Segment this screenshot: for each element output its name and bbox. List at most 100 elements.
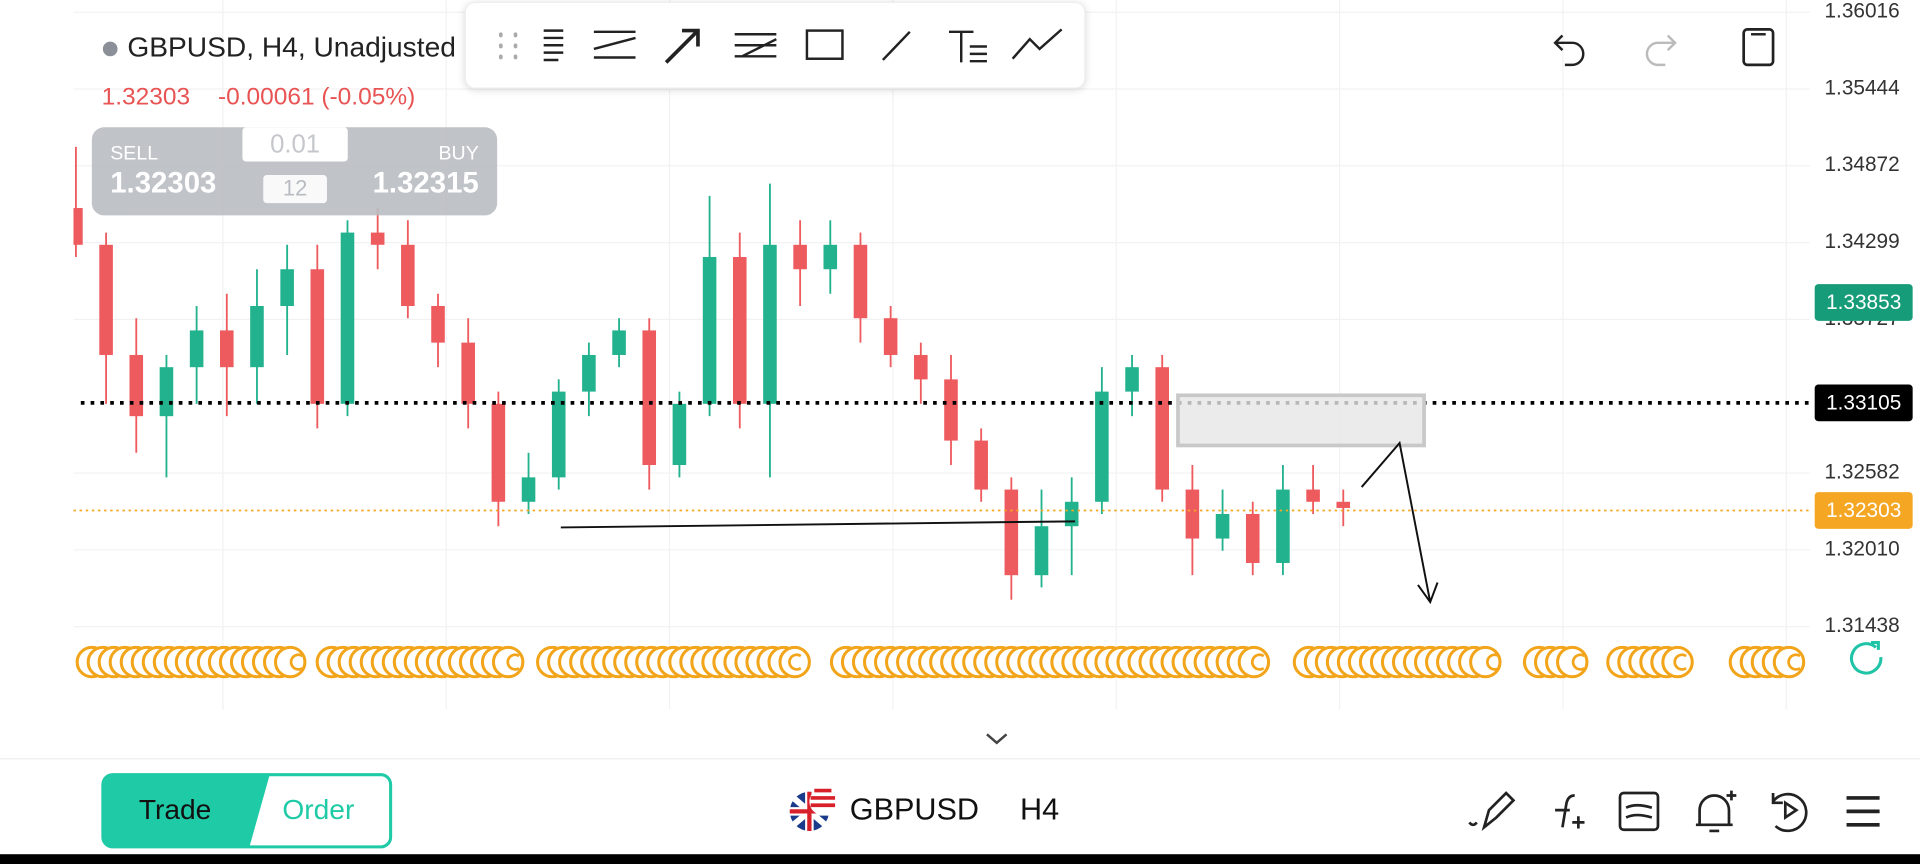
candle-body	[1306, 489, 1320, 502]
candle-body	[944, 379, 958, 441]
replay-button[interactable]	[1771, 792, 1808, 833]
drawings	[560, 393, 1439, 605]
redo-button[interactable]	[1645, 34, 1677, 67]
event-icon	[1469, 645, 1502, 679]
event-icon-glyph	[289, 653, 304, 671]
undo-button[interactable]	[1553, 34, 1585, 67]
tool-arrow[interactable]	[664, 28, 700, 64]
trade-panel: SELL 1.32303 BUY 1.32315 0.01 12	[91, 127, 498, 216]
candle-body	[401, 244, 415, 306]
trade-tab-bg[interactable]	[102, 775, 270, 846]
candle-body	[732, 257, 747, 404]
candle-body	[582, 354, 596, 392]
tool-channel[interactable]	[593, 30, 636, 59]
event-icon-glyph	[506, 653, 520, 671]
price-tick-label: 1.34299	[1824, 230, 1899, 253]
sell-label[interactable]: SELL	[110, 142, 158, 164]
candle-body	[99, 244, 113, 355]
support-line	[560, 520, 1076, 529]
candle-body	[1185, 489, 1200, 539]
candle-body	[702, 257, 717, 404]
reset-view-button[interactable]	[1849, 642, 1883, 675]
candle-body	[189, 330, 204, 368]
sell-price[interactable]: 1.32303	[110, 167, 216, 200]
candle-body	[370, 232, 385, 245]
candle-body	[340, 232, 355, 404]
event-icon-glyph	[1673, 653, 1687, 671]
candle-body	[159, 367, 174, 417]
template-icon	[1625, 803, 1653, 819]
candle-body	[823, 244, 838, 270]
candle-body	[1276, 489, 1290, 563]
candles	[73, 146, 1810, 600]
order-tab[interactable]: Order	[282, 794, 354, 825]
buy-label[interactable]: BUY	[438, 142, 478, 164]
candle-body	[461, 342, 475, 404]
candle-body	[914, 354, 928, 380]
price-tick-label: 1.34872	[1824, 153, 1899, 176]
menu-button[interactable]	[1846, 796, 1880, 827]
candle-body	[974, 440, 988, 490]
draw-button[interactable]	[1468, 791, 1516, 831]
price-tick-label: 1.32582	[1824, 461, 1899, 484]
axis-fade	[915, 719, 1088, 752]
candle-body	[280, 269, 294, 306]
candle-body	[853, 244, 868, 319]
price-tick-label: 1.32010	[1824, 537, 1899, 560]
price-tick-label: 1.35444	[1824, 77, 1899, 100]
price-badge	[1814, 492, 1913, 529]
indicator-button[interactable]	[1555, 794, 1585, 829]
status-dot	[102, 41, 118, 57]
template-button[interactable]	[1618, 791, 1660, 832]
orientation-button[interactable]	[1742, 28, 1775, 67]
candle-body	[521, 477, 536, 502]
price-badge-label: 1.32303	[1826, 499, 1901, 522]
projection-path	[1360, 440, 1432, 603]
candle-body	[793, 244, 807, 270]
candle-body	[491, 403, 506, 502]
candle-body	[1034, 526, 1049, 576]
event-icon	[1237, 645, 1271, 679]
tool-pitchfork[interactable]	[734, 33, 777, 58]
price-axis: 1.360161.354441.348721.342991.337271.325…	[1814, 0, 1913, 637]
price-badge	[1814, 284, 1913, 321]
candle-body	[1004, 489, 1019, 576]
spread-box	[263, 175, 327, 204]
volume-value[interactable]: 0.01	[270, 130, 320, 158]
candle-body	[763, 244, 777, 404]
candle-body	[1064, 501, 1079, 527]
candle-body	[250, 305, 264, 368]
footer-timeframe[interactable]: H4	[1020, 792, 1059, 826]
event-icon-glyph	[1486, 653, 1500, 671]
tool-fib[interactable]	[543, 29, 564, 62]
candle-body	[1245, 513, 1260, 563]
arrow-head	[1417, 582, 1439, 605]
last-price: 1.32303	[102, 83, 190, 110]
tool-line[interactable]	[881, 30, 911, 61]
events-row	[75, 645, 1806, 679]
tool-text[interactable]	[948, 30, 987, 63]
trade-tab[interactable]: Trade	[139, 794, 211, 825]
candle-body	[883, 318, 898, 355]
candle-body	[73, 208, 83, 245]
footer-symbol[interactable]: GBPUSD	[850, 792, 979, 826]
drag-handle[interactable]	[498, 32, 518, 60]
alert-button[interactable]	[1695, 790, 1737, 833]
buy-price[interactable]: 1.32315	[373, 167, 479, 200]
candle-body	[1215, 513, 1230, 539]
tool-path[interactable]	[1011, 28, 1063, 60]
volume-input[interactable]	[242, 127, 348, 162]
panel-bg	[91, 127, 498, 216]
candle-body	[1125, 367, 1139, 392]
price-badge	[1814, 384, 1913, 422]
zone-rectangle	[1176, 393, 1426, 448]
candle-body	[1155, 367, 1170, 490]
price-tick-label: 1.31438	[1824, 614, 1899, 637]
event-icon	[778, 645, 811, 679]
tool-rectangle[interactable]	[805, 29, 844, 60]
collapse-chevron[interactable]	[986, 733, 1008, 745]
candle-body	[1095, 391, 1109, 502]
candle-body	[551, 391, 566, 478]
